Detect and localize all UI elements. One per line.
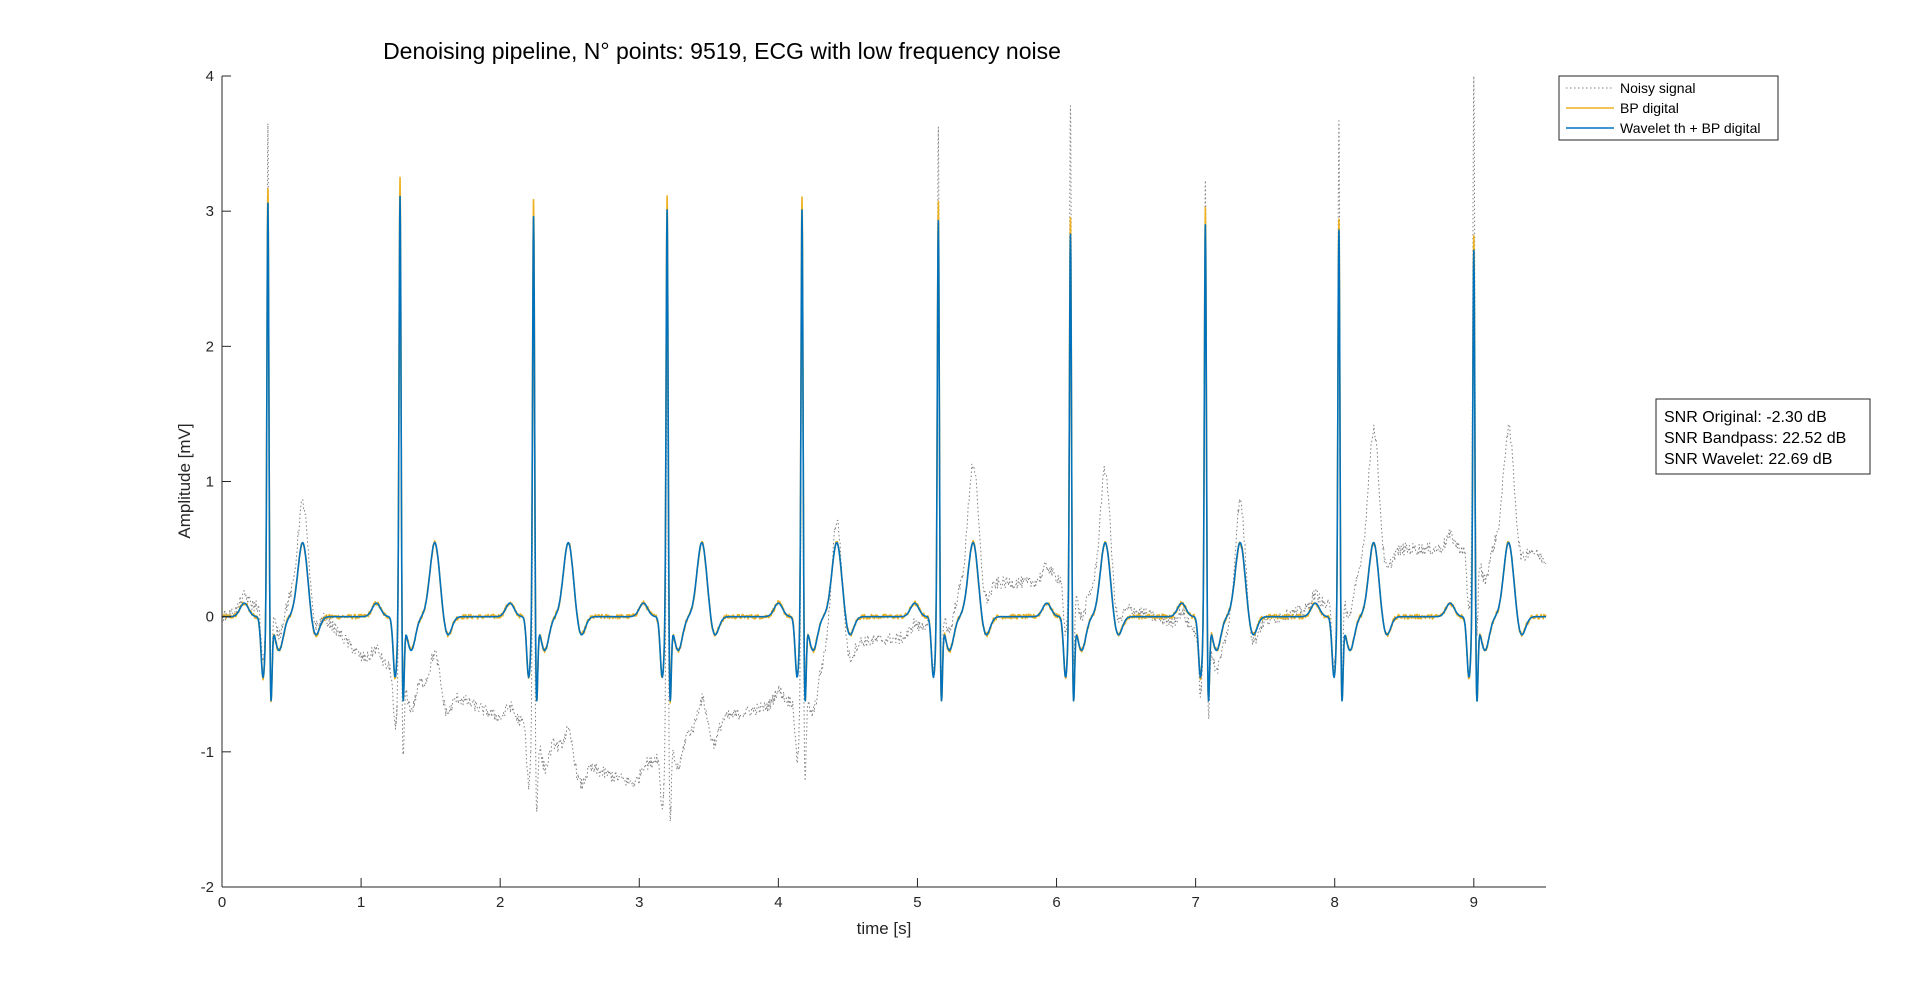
y-tick-label: -1 [201, 744, 214, 761]
x-tick-label: 4 [774, 894, 782, 911]
chart-title: Denoising pipeline, N° points: 9519, ECG… [383, 38, 1061, 64]
y-tick-label: -2 [201, 879, 214, 896]
snr-bandpass: SNR Bandpass: 22.52 dB [1664, 430, 1846, 447]
legend-label-bp: BP digital [1620, 100, 1679, 116]
legend: Noisy signal BP digital Wavelet th + BP … [1558, 75, 1779, 141]
x-axis-label: time [s] [857, 919, 912, 938]
x-tick-label: 9 [1470, 894, 1478, 911]
x-tick-label: 3 [635, 894, 643, 911]
series-line-wavelet-bp [221, 195, 1547, 702]
snr-annotation: SNR Original: -2.30 dB SNR Bandpass: 22.… [1655, 398, 1871, 475]
legend-label-noisy: Noisy signal [1620, 80, 1695, 96]
axis-ticks: 0 1 2 3 4 5 6 7 8 9 -2 -1 0 1 2 3 4 [201, 68, 1478, 911]
y-tick-label: 1 [206, 474, 214, 491]
plot-series [221, 75, 1547, 822]
y-tick-label: 2 [206, 338, 214, 355]
snr-original: SNR Original: -2.30 dB [1664, 409, 1827, 426]
y-tick-label: 3 [206, 203, 214, 220]
y-tick-label: 0 [206, 609, 214, 626]
x-tick-label: 6 [1052, 894, 1060, 911]
x-tick-label: 8 [1331, 894, 1339, 911]
y-tick-label: 4 [206, 68, 214, 85]
x-tick-label: 7 [1191, 894, 1199, 911]
y-axis-label: Amplitude [mV] [175, 423, 194, 538]
x-tick-label: 5 [913, 894, 921, 911]
x-tick-label: 2 [496, 894, 504, 911]
snr-box [1655, 398, 1871, 475]
x-tick-label: 0 [218, 894, 226, 911]
legend-label-wavelet: Wavelet th + BP digital [1620, 120, 1760, 136]
x-tick-label: 1 [357, 894, 365, 911]
snr-wavelet: SNR Wavelet: 22.69 dB [1664, 451, 1832, 468]
